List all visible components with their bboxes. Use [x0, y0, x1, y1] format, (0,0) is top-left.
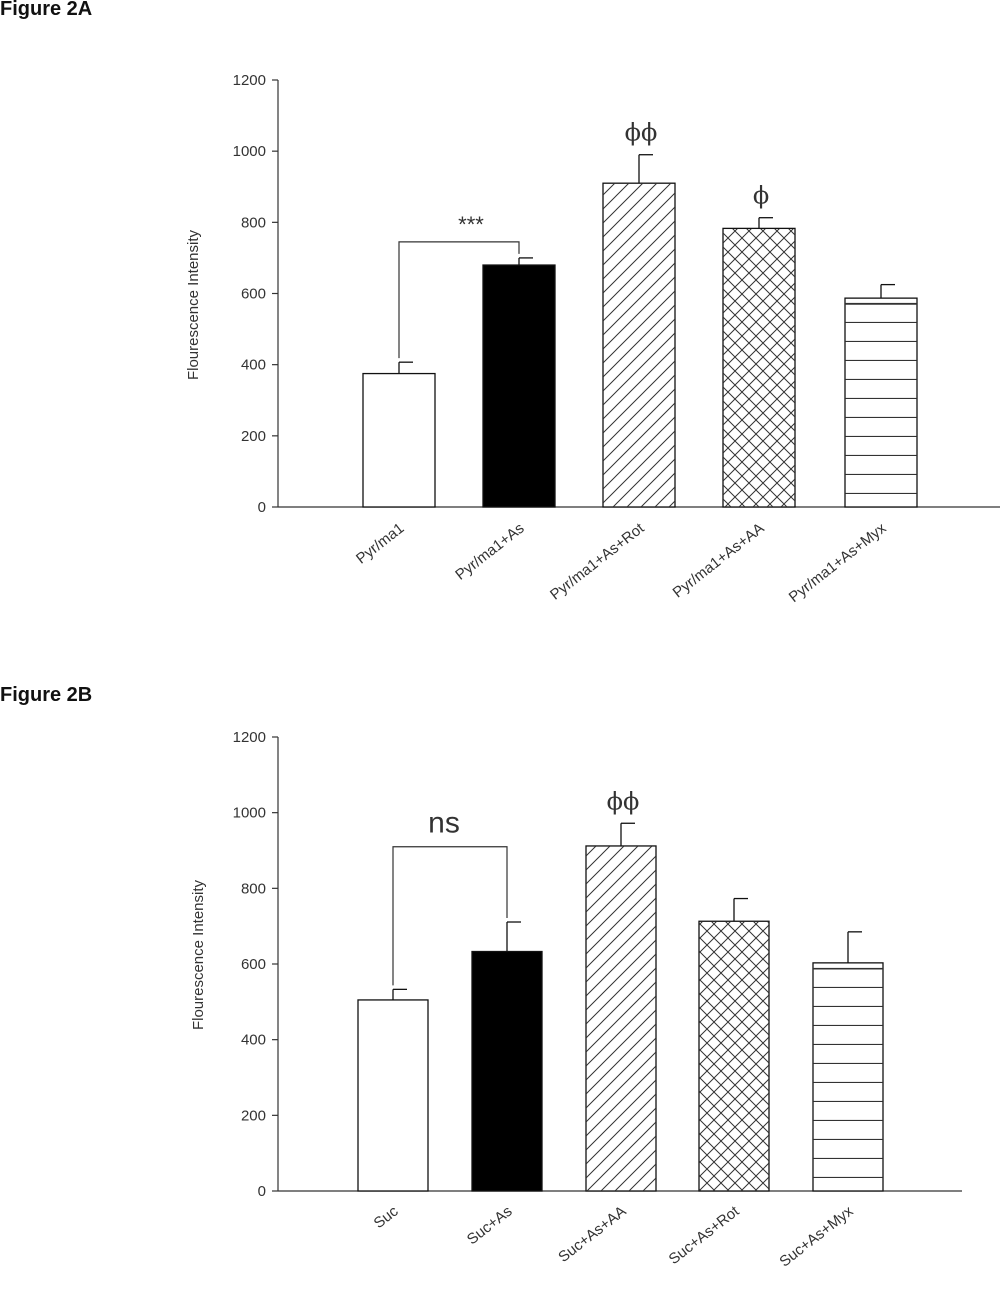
x-category-label: Pyr/ma1+As+AA [670, 520, 768, 602]
y-tick-label: 1200 [233, 72, 266, 89]
y-tick-label: 1000 [233, 805, 266, 822]
bar-hatch [813, 963, 883, 1191]
y-tick-label: 200 [241, 428, 266, 445]
y-tick-label: 1200 [233, 729, 266, 746]
bar-hatch [723, 228, 795, 507]
bar [471, 950, 543, 1192]
y-axis-title: Flourescence Intensity [185, 229, 202, 380]
x-category-label: Pyr/ma1+As+Rot [547, 519, 648, 603]
y-tick-label: 0 [258, 1183, 266, 1200]
x-category-label: Pyr/ma1+As+Myx [786, 519, 890, 606]
bar [357, 999, 429, 1192]
phi-annotation: ϕϕ [625, 119, 658, 147]
significance-label: ns [428, 807, 460, 840]
phi-annotation: ϕ [753, 182, 769, 210]
bar-hatch [586, 846, 656, 1191]
x-category-label: Pyr/ma1+As [452, 520, 527, 584]
y-tick-label: 600 [241, 956, 266, 973]
bar-hatch [845, 298, 917, 507]
y-tick-label: 400 [241, 357, 266, 374]
significance-bracket [392, 846, 508, 986]
y-tick-label: 600 [241, 286, 266, 303]
x-category-label: Suc [371, 1202, 402, 1232]
y-tick-label: 800 [241, 214, 266, 231]
x-category-label: Suc+As+AA [555, 1203, 629, 1266]
x-category-label: Suc+As+Myx [776, 1202, 856, 1270]
figure-2b-label: Figure 2B [0, 684, 93, 706]
y-tick-label: 800 [241, 880, 266, 897]
significance-label: *** [458, 212, 484, 237]
y-axis-title: Flourescence Intensity [190, 879, 207, 1030]
y-tick-label: 0 [258, 499, 266, 516]
bar-hatch [699, 921, 769, 1191]
x-category-label: Suc+As [464, 1203, 516, 1248]
chart-figure-2b: 0 200 400 600 800 1000 1200 Flourescence Intens… [190, 729, 962, 1271]
phi-annotation: ϕϕ [607, 787, 640, 815]
bar [362, 372, 436, 508]
y-tick-label: 1000 [233, 143, 266, 160]
figure-2a-label: Figure 2A [0, 0, 93, 20]
significance-bracket [398, 241, 520, 359]
chart-figure-2a: 0 200 400 600 800 1000 1200 Flourescence Intens… [185, 72, 1000, 606]
x-category-label: Suc+As+Rot [666, 1202, 743, 1268]
bar [482, 264, 556, 508]
y-tick-label: 400 [241, 1032, 266, 1049]
x-category-label: Pyr/ma1 [353, 520, 407, 568]
y-tick-label: 200 [241, 1107, 266, 1124]
bar-hatch [603, 183, 675, 507]
